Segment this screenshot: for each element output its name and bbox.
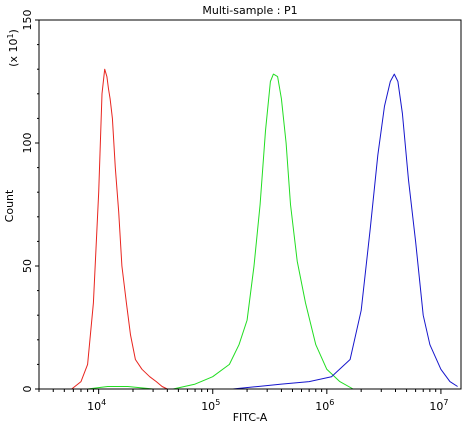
y-axis-label: Count xyxy=(3,189,16,222)
y-axis-multiplier: (x 101) xyxy=(6,29,20,67)
x-tick-label: 107 xyxy=(429,398,448,413)
y-tick-label: 150 xyxy=(21,10,34,31)
y-axis-multiplier-text: (x 10 xyxy=(7,39,20,67)
svg-text:(x 101): (x 101) xyxy=(6,29,20,67)
y-axis-multiplier-close: ) xyxy=(7,29,20,33)
series-line-1 xyxy=(71,68,168,390)
x-tick-label: 104 xyxy=(87,398,106,413)
plot-frame xyxy=(38,19,462,390)
x-axis-label: FITC-A xyxy=(233,411,268,424)
x-tick-label: 106 xyxy=(315,398,334,413)
series-line-2 xyxy=(87,73,354,390)
y-axis-multiplier-exponent: 1 xyxy=(6,33,15,38)
series-layer xyxy=(71,68,458,390)
y-tick-label: 50 xyxy=(21,259,34,273)
chart-title: Multi-sample : P1 xyxy=(202,4,297,17)
series-line-3 xyxy=(232,73,458,390)
y-tick-label: 0 xyxy=(21,386,34,393)
y-tick-label: 100 xyxy=(21,133,34,154)
x-tick-label: 105 xyxy=(201,398,220,413)
